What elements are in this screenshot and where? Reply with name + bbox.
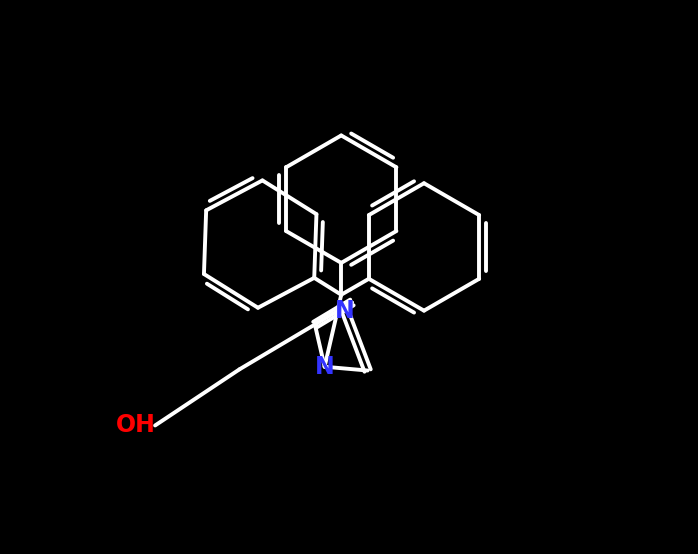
- Text: OH: OH: [116, 413, 156, 438]
- Text: N: N: [335, 299, 355, 324]
- Text: N: N: [315, 355, 334, 379]
